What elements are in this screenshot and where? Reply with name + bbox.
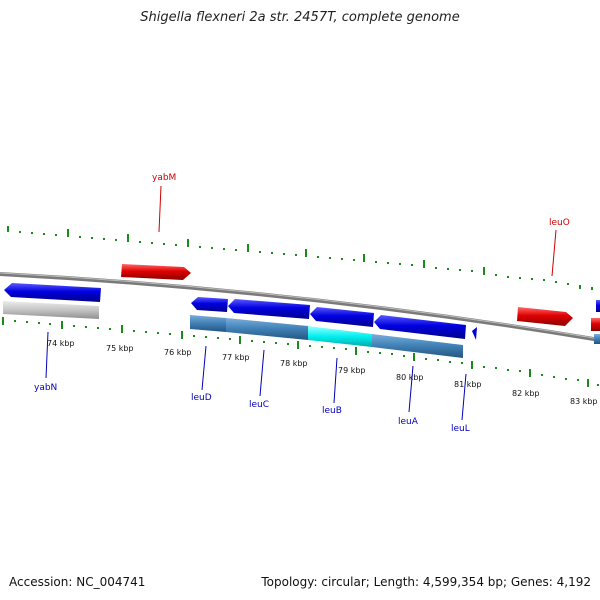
gene-leuB[interactable] [310, 307, 374, 327]
label-leuD[interactable]: leuD [191, 393, 212, 403]
scale-label-79: 79 kbp [338, 366, 366, 375]
label-leuA[interactable]: leuA [398, 417, 419, 427]
gene-leuA[interactable] [374, 315, 466, 339]
upper-tick-row [7, 226, 593, 290]
scale-label-80: 80 kbp [396, 373, 424, 382]
scale-label-76: 76 kbp [164, 348, 192, 357]
feature-leuC-product[interactable] [226, 318, 308, 340]
gene-right-edge-blue[interactable] [596, 300, 600, 312]
scale-label-78: 78 kbp [280, 359, 308, 368]
gene-leuL[interactable] [472, 327, 477, 340]
label-yabM[interactable]: yabM [152, 173, 176, 183]
scale-label-82: 82 kbp [512, 389, 540, 398]
scale-label-83: 83 kbp [570, 397, 598, 406]
leader-leuO [551, 229, 557, 277]
genome-backbone [0, 272, 600, 342]
scale-label-81: 81 kbp [454, 380, 482, 389]
scale-label-75: 75 kbp [106, 344, 134, 353]
gene-leuC[interactable] [228, 299, 310, 319]
scale-label-77: 77 kbp [222, 353, 250, 362]
label-leuC[interactable]: leuC [249, 400, 269, 410]
lower-tick-row [2, 317, 599, 387]
map-title: Shigella flexneri 2a str. 2457T, complet… [140, 10, 460, 25]
feature-right-edge[interactable] [594, 334, 600, 344]
gene-right-edge-red[interactable] [591, 318, 600, 331]
label-leuL[interactable]: leuL [451, 424, 470, 434]
leader-yabM [158, 185, 162, 233]
genome-summary-text: Topology: circular; Length: 4,599,354 bp… [261, 575, 591, 589]
scale-label-74: 74 kbp [47, 339, 75, 348]
label-leuO[interactable]: leuO [549, 218, 570, 228]
label-leuB[interactable]: leuB [322, 406, 342, 416]
feature-leuA-product[interactable] [372, 334, 463, 358]
gene-leuO[interactable] [517, 307, 573, 326]
accession-text: Accession: NC_004741 [9, 575, 146, 589]
feature-leuB-product[interactable] [308, 326, 372, 347]
feature-leuD-product[interactable] [190, 315, 226, 332]
feature-yabN-product[interactable] [3, 301, 99, 319]
reverse-leaders [45, 331, 467, 421]
gene-leuD[interactable] [191, 297, 228, 312]
gene-yabN[interactable] [4, 283, 101, 302]
scale-labels: 74 kbp 75 kbp 76 kbp 77 kbp 78 kbp 79 kb… [47, 339, 598, 406]
gene-yabM[interactable] [121, 264, 191, 280]
label-yabN[interactable]: yabN [34, 383, 57, 393]
